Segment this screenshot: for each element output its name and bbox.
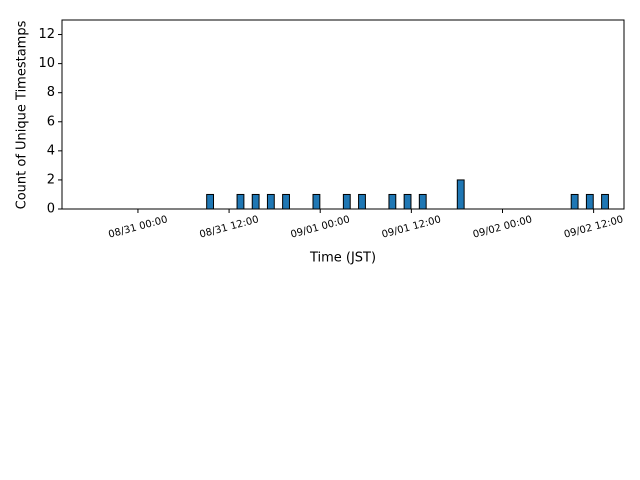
x-tick-label: 08/31 00:00 <box>107 214 169 240</box>
x-axis-label: Time (JST) <box>309 251 376 266</box>
y-axis-label: Count of Unique Timestamps <box>15 20 30 209</box>
bar <box>266 193 275 210</box>
y-tick-label: 6 <box>47 114 55 129</box>
bar <box>312 193 321 210</box>
bar <box>585 193 594 210</box>
x-tick-label: 09/01 12:00 <box>381 214 443 240</box>
bar <box>342 193 351 210</box>
bar <box>282 193 290 210</box>
bar <box>358 193 366 210</box>
y-tick-label: 0 <box>47 202 55 217</box>
x-tick-label: 09/01 00:00 <box>290 214 352 240</box>
x-tick-label: 09/02 12:00 <box>563 214 625 240</box>
y-tick-label: 12 <box>38 27 55 42</box>
y-tick-label: 2 <box>47 172 55 187</box>
plot-frame <box>61 19 625 210</box>
bar <box>601 193 609 210</box>
bar <box>456 179 465 210</box>
x-tick-label: 08/31 12:00 <box>198 214 260 240</box>
bar <box>403 193 412 210</box>
bar <box>570 193 579 210</box>
y-tick-label: 4 <box>47 143 55 158</box>
bar <box>388 193 397 210</box>
bar <box>251 193 260 210</box>
y-tick-label: 10 <box>38 56 55 71</box>
y-tick-label: 8 <box>47 85 55 100</box>
bar <box>206 193 215 210</box>
x-tick-label: 09/02 00:00 <box>472 214 534 240</box>
bar <box>418 193 427 210</box>
bar <box>236 193 245 210</box>
